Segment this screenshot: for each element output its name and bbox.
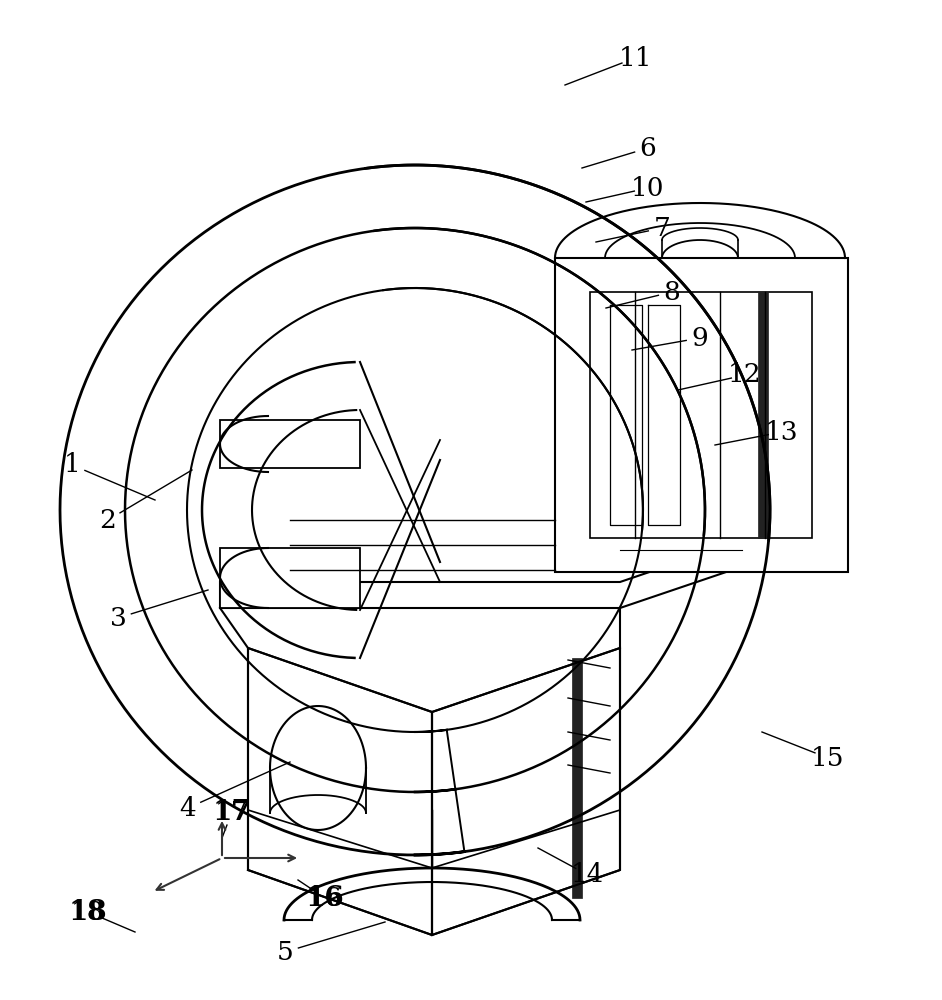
Text: 2: 2: [100, 508, 117, 532]
Text: 9: 9: [691, 326, 708, 351]
Polygon shape: [220, 548, 360, 608]
Polygon shape: [572, 658, 582, 898]
Text: 14: 14: [571, 862, 605, 888]
Text: 12: 12: [728, 362, 762, 387]
Polygon shape: [620, 542, 742, 558]
Polygon shape: [758, 292, 768, 538]
Polygon shape: [220, 420, 360, 468]
Text: 18: 18: [72, 900, 105, 924]
Polygon shape: [590, 292, 812, 538]
Text: 4: 4: [180, 796, 196, 820]
Text: 5: 5: [277, 940, 293, 964]
Text: 3: 3: [109, 605, 126, 631]
Text: 7: 7: [654, 216, 671, 240]
Text: 15: 15: [811, 746, 845, 770]
Text: 17: 17: [215, 800, 249, 824]
Text: 17: 17: [213, 798, 252, 826]
Text: 6: 6: [640, 135, 657, 160]
Polygon shape: [555, 258, 848, 572]
Text: 1: 1: [64, 452, 80, 478]
Text: 16: 16: [308, 886, 342, 910]
Polygon shape: [248, 648, 620, 935]
Text: 16: 16: [305, 884, 345, 912]
Polygon shape: [220, 542, 738, 608]
Text: 10: 10: [631, 176, 665, 200]
Text: 18: 18: [69, 898, 107, 926]
Text: 11: 11: [618, 45, 652, 70]
Text: 8: 8: [663, 279, 680, 304]
Text: 13: 13: [765, 420, 799, 444]
